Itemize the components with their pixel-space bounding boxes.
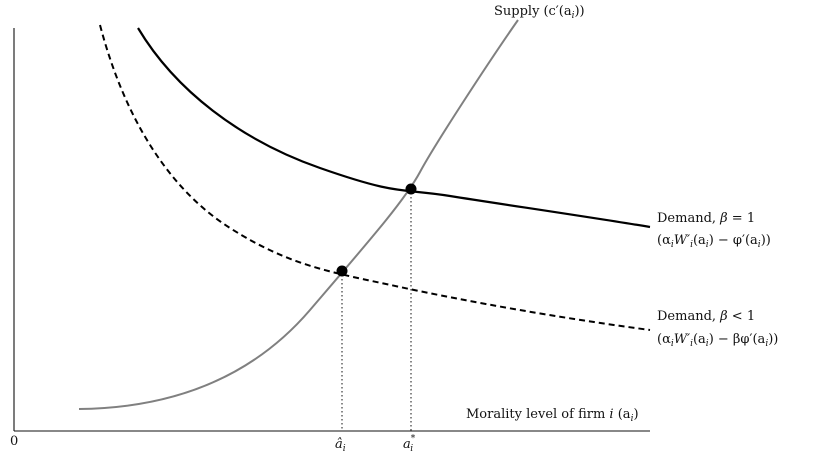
demand-beta-less-than-1-title: Demand, β < 1 [657, 309, 755, 324]
supply-curve [78, 19, 519, 410]
supply-label: Supply (c′(ai)) [494, 4, 585, 21]
demand-beta-less-than-1-formula: (αiW′i(ai) − βφ′(ai)) [657, 332, 778, 349]
demand-curve-beta-less-than-1 [99, 24, 651, 331]
equilibrium-point-beta-less-than-1 [336, 265, 348, 277]
x-axis-label: Morality level of firm i (ai) [466, 407, 639, 424]
demand-beta-less-than-1-label: Demand, β < 1 (αiW′i(ai) − βφ′(ai)) [657, 309, 778, 349]
demand-beta-equal-1-label: Demand, β = 1 (αiW′i(ai) − φ′(ai)) [657, 211, 771, 250]
demand-beta-equal-1-formula: (αiW′i(ai) − φ′(ai)) [657, 233, 771, 250]
tick-label-a-star: a* i [403, 434, 416, 454]
demand-curve-beta-equal-1 [137, 27, 651, 229]
tick-label-a-hat: âi [335, 437, 346, 454]
demand-beta-equal-1-title: Demand, β = 1 [657, 211, 755, 226]
origin-label: 0 [10, 434, 18, 449]
equilibrium-point-beta-equal-1 [405, 183, 417, 195]
